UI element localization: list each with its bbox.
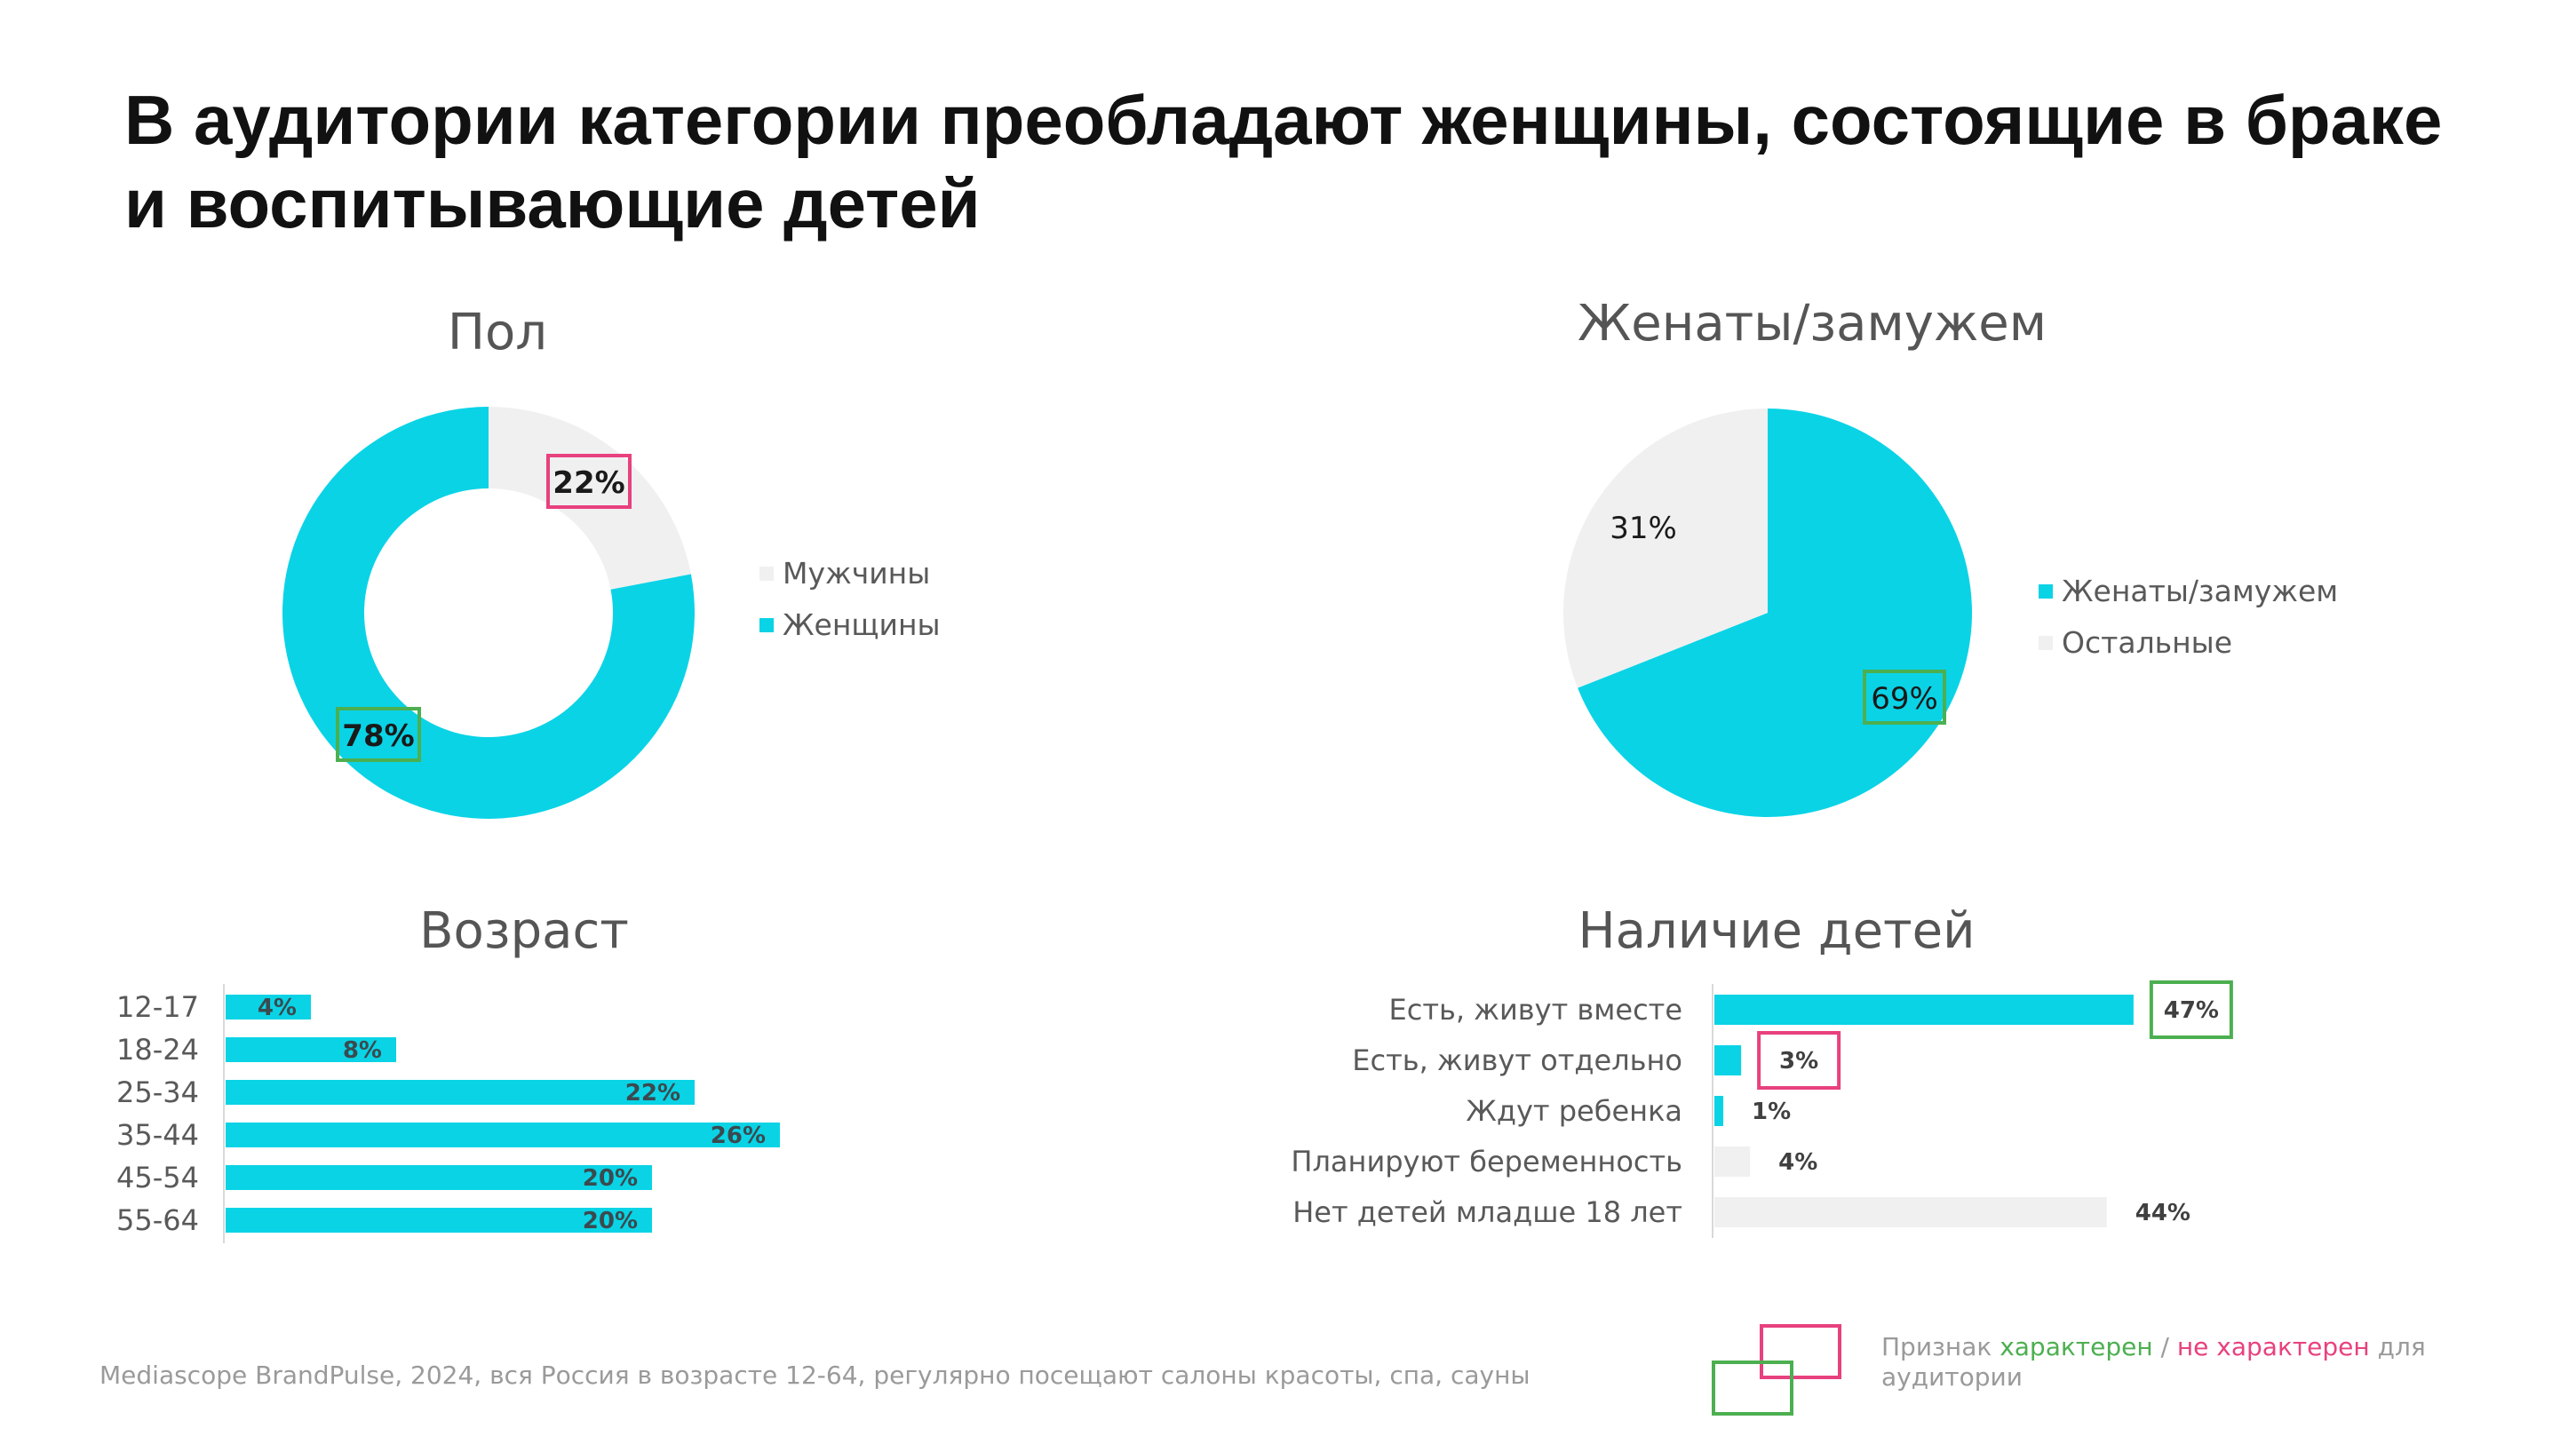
- legend-swatch-women: [759, 617, 774, 632]
- bar-5: [226, 1208, 652, 1233]
- highlight-key-icon: [1712, 1324, 1841, 1416]
- bar-category-1: Есть, живут отдельно: [1352, 1043, 1682, 1077]
- bar-label-3: 26%: [711, 1123, 766, 1149]
- bar-label-0: 47%: [2164, 997, 2219, 1024]
- legend-label-men: Мужчины: [783, 556, 931, 591]
- bar-label-4: 20%: [583, 1165, 638, 1192]
- bar-label-1: 8%: [343, 1037, 382, 1064]
- highlight-frame-1: [336, 707, 421, 762]
- highlight-frame-0: [1863, 670, 1946, 725]
- pie-slice-1: [282, 407, 695, 819]
- legend-label-married: Женаты/замужем: [2062, 574, 2339, 608]
- bar-label-0: 4%: [258, 995, 297, 1021]
- bar-4: [1714, 1197, 2107, 1227]
- key-bad-frame: [1760, 1324, 1841, 1379]
- highlight-frame-0: [546, 454, 632, 509]
- chart-title-gender: Пол: [447, 304, 548, 361]
- pie-slice-0: [489, 407, 691, 590]
- bar-category-2: 25-34: [116, 1075, 199, 1109]
- pie-label-0: 69%: [1871, 681, 1938, 717]
- bar-category-4: 45-54: [116, 1161, 199, 1194]
- bar-highlight-frame-0: [2149, 980, 2233, 1039]
- legend-label-women: Женщины: [783, 607, 941, 642]
- source-note: Mediascope BrandPulse, 2024, вся Россия …: [99, 1361, 1530, 1390]
- key-bad: не характерен: [2176, 1332, 2370, 1361]
- bar-category-3: 35-44: [116, 1118, 199, 1152]
- bar-label-2: 22%: [625, 1080, 680, 1107]
- key-suffix: для аудитории: [1881, 1332, 2426, 1392]
- bar-category-1: 18-24: [116, 1033, 199, 1067]
- bar-category-3: Планируют беременность: [1291, 1145, 1682, 1178]
- chart-title-married: Женаты/замужем: [1577, 295, 2047, 353]
- page-title: В аудитории категории преобладают женщин…: [124, 81, 2443, 242]
- chart-title-children: Наличие детей: [1578, 902, 1976, 960]
- legend-item-others: Остальные: [2039, 625, 2232, 660]
- legend-swatch-others: [2039, 635, 2053, 650]
- legend-item-men: Мужчины: [759, 556, 930, 591]
- legend-swatch-married: [2039, 583, 2053, 599]
- age-bar-chart: 12-17 4% 18-24 8% 25-34 22% 35-44 26% 45-54 20% 55…: [116, 984, 780, 1243]
- pie-label-1: 31%: [1610, 511, 1677, 546]
- bar-label-2: 1%: [1752, 1099, 1791, 1125]
- bar-label-5: 20%: [583, 1208, 638, 1234]
- bar-0: [1714, 995, 2134, 1025]
- children-bar-chart: Есть, живут вместе 47% Есть, живут отдельн…: [1291, 980, 2233, 1238]
- bar-category-5: 55-64: [116, 1203, 199, 1237]
- bar-2: [1714, 1096, 1724, 1126]
- bar-4: [226, 1165, 652, 1190]
- bar-highlight-frame-1: [1757, 1031, 1841, 1090]
- pie-slice-0: [1578, 409, 1972, 817]
- married-pie-chart: 69% 31%: [1563, 409, 1972, 817]
- bar-0: [226, 995, 311, 1020]
- bar-3: [226, 1123, 780, 1147]
- bar-category-2: Ждут ребенка: [1466, 1094, 1682, 1128]
- bar-category-0: Есть, живут вместе: [1389, 993, 1683, 1027]
- pie-label-1: 78%: [342, 718, 414, 754]
- bar-2: [226, 1080, 695, 1105]
- bar-label-3: 4%: [1778, 1149, 1817, 1176]
- legend-label-others: Остальные: [2062, 625, 2233, 660]
- legend-item-women: Женщины: [759, 607, 941, 642]
- legend-swatch-men: [759, 566, 774, 581]
- pie-slice-1: [1563, 409, 1768, 688]
- pie-label-0: 22%: [553, 465, 624, 501]
- highlight-key-note: Признак характерен / не характерен для а…: [1881, 1332, 2503, 1392]
- bar-category-4: Нет детей младше 18 лет: [1292, 1195, 1682, 1229]
- key-good-frame: [1712, 1361, 1793, 1416]
- bar-1: [1714, 1045, 1742, 1075]
- bar-1: [226, 1037, 396, 1062]
- key-sep: /: [2152, 1332, 2177, 1361]
- bar-category-0: 12-17: [116, 990, 199, 1024]
- chart-title-age: Возраст: [419, 902, 629, 960]
- bar-label-4: 44%: [2135, 1200, 2190, 1226]
- key-good: характерен: [2000, 1332, 2153, 1361]
- bar-3: [1714, 1146, 1751, 1177]
- legend-item-married: Женаты/замужем: [2039, 574, 2338, 608]
- key-prefix: Признак: [1881, 1332, 2000, 1361]
- gender-donut-chart: 22% 78%: [282, 407, 695, 819]
- bar-label-1: 3%: [1779, 1048, 1818, 1075]
